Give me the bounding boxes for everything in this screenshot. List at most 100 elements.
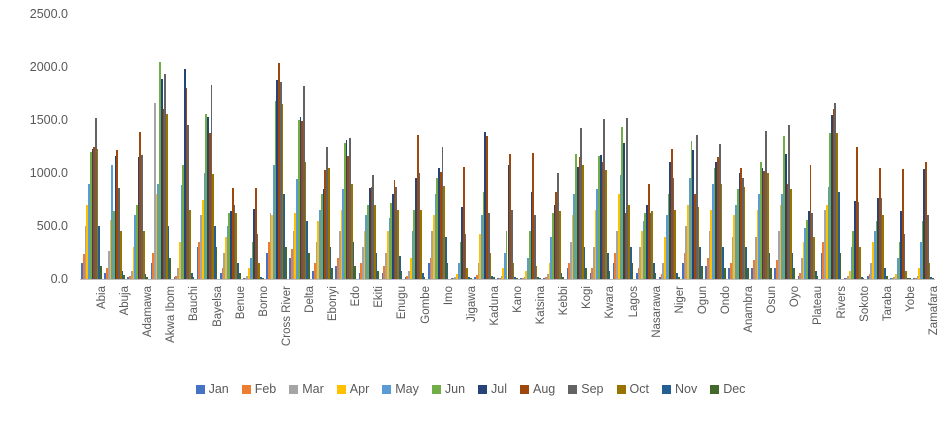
bar-feb-ebonyi — [314, 263, 316, 279]
legend-item-aug: Aug — [520, 383, 555, 396]
x-label-taraba: Taraba — [881, 286, 894, 322]
y-tick-label: 2000.0 — [29, 60, 68, 74]
x-label-enugu: Enugu — [396, 286, 409, 320]
bar-jun-cross-river — [274, 100, 277, 279]
bar-oct-akwa-ibom — [166, 113, 168, 279]
bar-jul-kano — [507, 164, 510, 279]
x-label-cross-river: Cross River — [280, 286, 293, 347]
bar-jun-kebbi — [551, 213, 554, 279]
bar-aug-ekiti — [370, 186, 373, 279]
bar-sep-ogun — [695, 134, 698, 279]
x-label-gombe: Gombe — [419, 286, 432, 324]
bar-jul-bauchi — [183, 69, 186, 279]
legend-swatch-icon — [431, 384, 441, 394]
bar-oct-delta — [304, 162, 307, 279]
bar-apr-borno — [248, 268, 250, 279]
bar-dec-bayelsa — [215, 247, 218, 279]
bar-may-delta — [296, 178, 298, 279]
legend-item-jan: Jan — [195, 383, 229, 396]
bar-jan-kebbi — [543, 277, 546, 279]
x-label-imo: Imo — [442, 286, 455, 306]
bar-feb-bayelsa — [198, 241, 201, 279]
bar-mar-delta — [292, 231, 295, 279]
bar-sep-ebonyi — [326, 146, 328, 279]
y-tick-label: 0.0 — [50, 272, 68, 286]
bar-mar-kano — [500, 275, 503, 279]
bar-feb-taraba — [868, 273, 871, 279]
bar-nov-lagos — [629, 247, 632, 279]
x-label-edo: Edo — [350, 286, 363, 307]
bar-jul-abuja — [114, 156, 117, 279]
bar-aug-katsina — [532, 152, 535, 279]
bar-dec-zamafara — [932, 277, 934, 279]
bar-sep-bayelsa — [210, 85, 213, 279]
bar-oct-plateau — [813, 236, 815, 279]
bar-mar-enugu — [385, 252, 387, 279]
bar-may-ondo — [712, 183, 714, 279]
bar-feb-ekiti — [360, 263, 362, 279]
bar-feb-adamawa — [129, 275, 131, 279]
legend-swatch-icon — [616, 384, 626, 394]
legend-label: Feb — [254, 382, 277, 396]
bar-aug-ogun — [694, 194, 696, 279]
bar-nov-taraba — [884, 268, 886, 279]
bar-feb-kebbi — [545, 276, 547, 279]
bar-mar-ogun — [685, 226, 688, 279]
bar-may-jigawa — [457, 263, 460, 279]
x-label-ondo: Ondo — [719, 286, 732, 315]
bar-apr-zamafara — [918, 268, 920, 279]
x-label-oyo: Oyo — [789, 286, 802, 308]
bar-dec-ekiti — [377, 270, 380, 279]
bar-jul-niger — [669, 162, 671, 279]
bar-may-imo — [434, 194, 437, 279]
bar-jan-adamawa — [127, 276, 130, 279]
bar-apr-oyo — [779, 204, 782, 279]
bar-mar-adamawa — [130, 270, 133, 279]
bar-apr-abia — [86, 204, 89, 279]
bar-aug-abia — [93, 146, 95, 279]
bar-mar-abuja — [107, 251, 110, 279]
bar-jan-ekiti — [358, 272, 361, 279]
bar-mar-edo — [338, 231, 341, 279]
bar-sep-akwa-ibom — [164, 74, 167, 279]
bar-oct-ekiti — [374, 204, 376, 279]
bar-oct-adamawa — [142, 231, 145, 279]
legend-label: Jul — [491, 382, 508, 396]
bar-jun-delta — [297, 120, 300, 279]
bar-jul-bayelsa — [207, 116, 209, 279]
bar-feb-osun — [753, 259, 755, 279]
bar-aug-kwara — [601, 162, 604, 279]
bar-jul-gombe — [415, 178, 417, 279]
bar-jul-imo — [438, 167, 440, 279]
bar-jun-ondo — [713, 167, 716, 279]
bar-oct-jigawa — [466, 268, 469, 279]
bar-dec-imo — [446, 263, 449, 279]
legend-label: Sep — [581, 382, 604, 396]
bar-nov-kogi — [583, 247, 586, 279]
bar-may-ogun — [688, 178, 691, 279]
bar-sep-katsina — [534, 215, 536, 279]
bar-jun-anambra — [736, 188, 739, 279]
bar-feb-kaduna — [475, 274, 478, 279]
bar-dec-plateau — [816, 275, 819, 279]
bar-oct-gombe — [420, 210, 422, 279]
bar-aug-delta — [301, 121, 303, 279]
bar-may-ekiti — [365, 215, 368, 279]
legend-item-oct: Oct — [616, 383, 649, 396]
bar-feb-benue — [221, 268, 224, 279]
bar-jul-edo — [345, 140, 348, 279]
bar-mar-plateau — [801, 257, 803, 279]
bar-mar-akwa-ibom — [153, 103, 156, 279]
legend-item-jun: Jun — [431, 383, 465, 396]
x-label-kebbi: Kebbi — [558, 286, 571, 316]
bar-may-kano — [504, 252, 506, 279]
bar-apr-osun — [756, 210, 759, 279]
bar-jun-abuja — [112, 211, 115, 279]
bar-dec-enugu — [400, 270, 403, 279]
x-label-adamawa: Adamawa — [142, 286, 155, 338]
bar-apr-kano — [502, 268, 505, 279]
bar-aug-nasarawa — [647, 183, 650, 279]
bar-jan-plateau — [797, 275, 800, 279]
bar-sep-anambra — [742, 178, 744, 279]
bar-jan-niger — [658, 276, 661, 279]
